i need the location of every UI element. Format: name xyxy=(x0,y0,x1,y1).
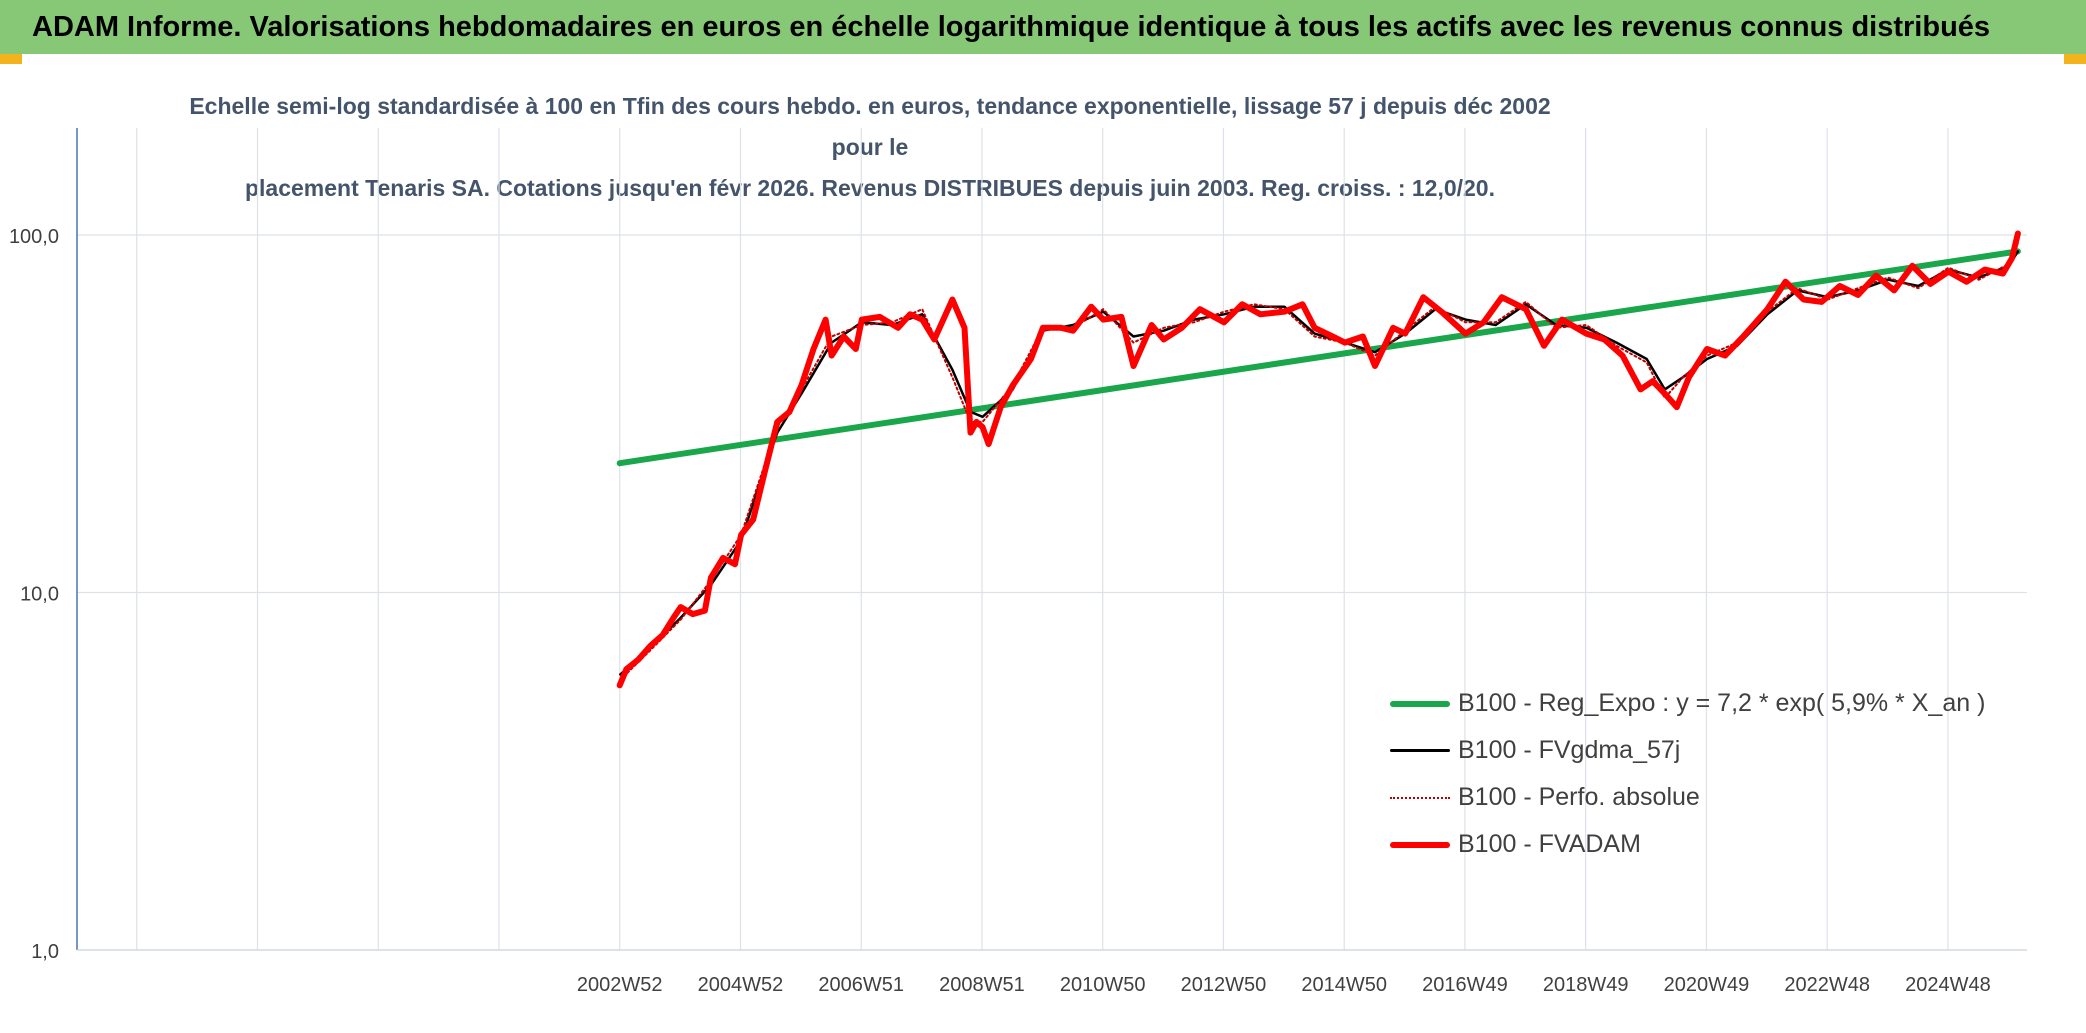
legend-label: B100 - FVgdma_57j xyxy=(1458,736,1681,764)
x-tick-label: 2014W50 xyxy=(1301,974,1387,996)
series-layer xyxy=(616,230,2021,689)
x-tick-label: 2006W51 xyxy=(818,974,904,996)
x-tick-label: 2012W50 xyxy=(1181,974,1267,996)
legend-swatch-black xyxy=(1390,749,1450,752)
grid-layer xyxy=(77,128,2027,951)
x-tick-label: 2022W48 xyxy=(1784,974,1870,996)
chart-subtitle-line: Echelle semi-log standardisée à 100 en T… xyxy=(189,93,1551,160)
x-tick-label: 2016W49 xyxy=(1422,974,1508,996)
legend-item-fvgdma: B100 - FVgdma_57j xyxy=(1390,727,2070,774)
label-layer: 100,0 10,0 1,0 2002W52 2004W52 2006W51 2008W51… xyxy=(9,226,1991,996)
x-tick-label: 2008W51 xyxy=(939,974,1025,996)
corner-marker-left xyxy=(0,54,22,64)
y-tick-label: 1,0 xyxy=(31,941,59,963)
x-tick-label: 2002W52 xyxy=(577,974,663,996)
chart-subtitle-line: placement Tenaris SA. Cotations jusqu'en… xyxy=(244,175,1495,201)
header-banner: ADAM Informe. Valorisations hebdomadaire… xyxy=(0,0,2086,54)
chart-subtitle: Echelle semi-log standardisée à 100 en T… xyxy=(180,86,1560,209)
legend-label: B100 - Perfo. absolue xyxy=(1458,783,1700,811)
chart-legend: B100 - Reg_Expo : y = 7,2 * exp( 5,9% * … xyxy=(1390,680,2070,868)
legend-label: B100 - Reg_Expo : y = 7,2 * exp( 5,9% * … xyxy=(1458,689,1986,717)
legend-item-perfo: B100 - Perfo. absolue xyxy=(1390,774,2070,821)
x-tick-label: 2024W48 xyxy=(1905,974,1991,996)
series-line-2 xyxy=(619,242,2019,681)
axis-layer xyxy=(76,128,2027,951)
x-tick-label: 2004W52 xyxy=(698,974,784,996)
series-line-1 xyxy=(619,250,2020,676)
legend-item-reg-expo: B100 - Reg_Expo : y = 7,2 * exp( 5,9% * … xyxy=(1390,680,2070,727)
legend-swatch-green xyxy=(1390,700,1450,707)
legend-label: B100 - FVADAM xyxy=(1458,830,1641,858)
series-line-3 xyxy=(616,230,2021,689)
x-tick-label: 2018W49 xyxy=(1543,974,1629,996)
legend-item-fvadam: B100 - FVADAM xyxy=(1390,821,2070,868)
legend-swatch-red xyxy=(1390,841,1450,848)
y-tick-label: 100,0 xyxy=(9,226,59,248)
legend-swatch-dotted xyxy=(1390,796,1450,799)
y-tick-label: 10,0 xyxy=(20,584,59,606)
x-tick-label: 2020W49 xyxy=(1664,974,1750,996)
x-tick-label: 2010W50 xyxy=(1060,974,1146,996)
page-title: ADAM Informe. Valorisations hebdomadaire… xyxy=(32,10,1991,43)
corner-marker-right xyxy=(2064,54,2086,64)
